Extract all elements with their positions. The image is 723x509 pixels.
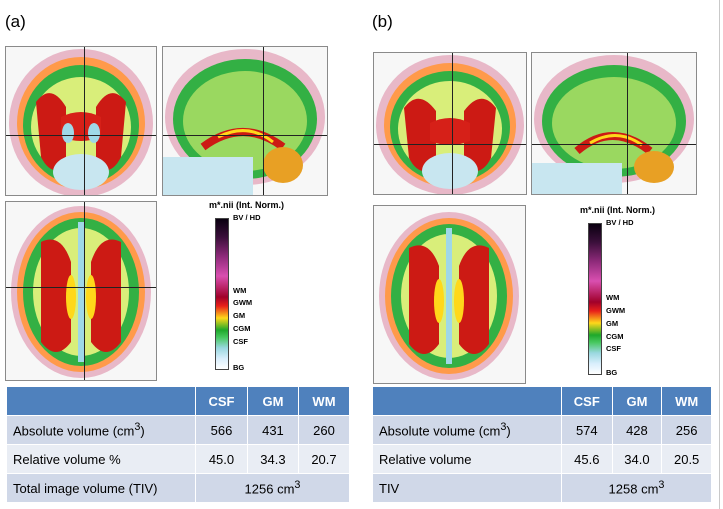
legend-label: CGM — [606, 332, 624, 341]
panel-a-sagittal-scan — [162, 46, 328, 196]
table-header-row: CSF GM WM — [372, 386, 712, 416]
table-cell: 20.7 — [297, 444, 351, 474]
table-row: Relative volume 45.6 34.0 20.5 — [372, 444, 712, 474]
table-row: TIV 1258 cm3 — [372, 473, 712, 503]
legend-title: m*.nii (Int. Norm.) — [580, 205, 655, 215]
table-cell: 566 — [195, 415, 248, 445]
table-cell: 34.0 — [611, 444, 663, 474]
legend-label: BV / HD — [606, 218, 634, 227]
table-row: Relative volume % 45.0 34.3 20.7 — [6, 444, 351, 474]
table-header-blank — [372, 386, 562, 416]
panel-b-sagittal-scan — [531, 52, 697, 195]
table-header: CSF — [561, 386, 613, 416]
table-cell: 260 — [297, 415, 351, 445]
legend-label: BG — [233, 363, 245, 372]
crosshair-vertical — [84, 47, 85, 195]
table-header: CSF — [195, 386, 248, 416]
panel-a-label: (a) — [5, 12, 26, 31]
table-header-blank — [6, 386, 196, 416]
table-cell: 45.0 — [195, 444, 248, 474]
crosshair-vertical — [452, 53, 453, 194]
table-row: Total image volume (TIV) 1256 cm3 — [6, 473, 350, 503]
panel-b-label: (b) — [372, 12, 393, 31]
table-row: Absolute volume (cm3) 574 428 256 — [372, 415, 712, 445]
legend-label: CSF — [233, 337, 248, 346]
legend-label: WM — [233, 286, 247, 295]
panel-b-volume-table: CSF GM WM Absolute volume (cm3) 574 428 … — [372, 386, 712, 503]
legend-label: GWM — [606, 306, 626, 315]
table-cell: 431 — [246, 415, 299, 445]
table-cell: 428 — [611, 415, 663, 445]
crosshair-horizontal — [163, 135, 327, 136]
table-cell: 34.3 — [246, 444, 299, 474]
legend-label: GM — [233, 311, 246, 320]
legend-label: WM — [606, 293, 620, 302]
panel-b-axial-scan — [373, 205, 526, 384]
panel-a-axial-scan — [5, 201, 157, 381]
total-volume-cell: 1258 cm3 — [561, 473, 712, 503]
legend-label: GM — [606, 319, 619, 328]
crosshair-vertical — [263, 47, 264, 195]
table-cell: 45.6 — [561, 444, 613, 474]
legend-colorbar — [588, 223, 602, 375]
table-row: Absolute volume (cm3) 566 431 260 — [6, 415, 351, 445]
legend-label: GWM — [233, 298, 253, 307]
total-volume-cell: 1256 cm3 — [195, 473, 350, 503]
panel-a-coronal-scan — [5, 46, 157, 196]
crosshair-horizontal — [6, 287, 156, 288]
panel-a-volume-table: CSF GM WM Absolute volume (cm3) 566 431 … — [6, 386, 351, 503]
table-header: GM — [246, 386, 299, 416]
row-label: Relative volume — [372, 444, 562, 474]
table-header: WM — [297, 386, 351, 416]
panel-b-coronal-scan — [373, 52, 527, 195]
table-header: GM — [611, 386, 663, 416]
table-cell: 20.5 — [661, 444, 712, 474]
crosshair-horizontal — [532, 144, 696, 145]
legend-label: BG — [606, 368, 618, 377]
row-label: Relative volume % — [6, 444, 196, 474]
row-label: Absolute volume (cm3) — [6, 415, 196, 445]
legend-label: CSF — [606, 344, 621, 353]
row-label: Total image volume (TIV) — [6, 473, 196, 503]
row-label: Absolute volume (cm3) — [372, 415, 562, 445]
table-cell: 256 — [661, 415, 712, 445]
page-edge-rule — [719, 0, 720, 509]
crosshair-horizontal — [6, 135, 156, 136]
legend-label: BV / HD — [233, 213, 261, 222]
crosshair-vertical — [627, 53, 628, 194]
legend-colorbar — [215, 218, 229, 370]
legend-title: m*.nii (Int. Norm.) — [209, 200, 284, 210]
panel-b-legend: m*.nii (Int. Norm.) BV / HD WM GWM GM CG… — [570, 205, 710, 385]
crosshair-vertical — [84, 202, 85, 380]
table-header-row: CSF GM WM — [6, 386, 351, 416]
legend-label: CGM — [233, 324, 251, 333]
crosshair-horizontal — [374, 144, 526, 145]
table-cell: 574 — [561, 415, 613, 445]
row-label: TIV — [372, 473, 562, 503]
table-header: WM — [661, 386, 712, 416]
panel-a-legend: m*.nii (Int. Norm.) BV / HD WM GWM GM CG… — [195, 200, 325, 380]
